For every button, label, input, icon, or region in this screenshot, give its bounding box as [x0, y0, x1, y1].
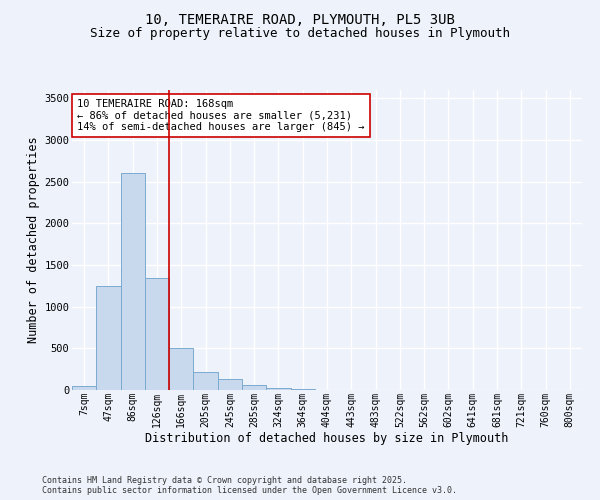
Bar: [121, 174, 145, 390]
Bar: [266, 388, 290, 390]
Bar: [96, 286, 121, 390]
Text: 10, TEMERAIRE ROAD, PLYMOUTH, PL5 3UB: 10, TEMERAIRE ROAD, PLYMOUTH, PL5 3UB: [145, 12, 455, 26]
Bar: [218, 379, 242, 390]
Bar: [72, 386, 96, 390]
Bar: [145, 278, 169, 390]
Bar: [169, 348, 193, 390]
Text: Size of property relative to detached houses in Plymouth: Size of property relative to detached ho…: [90, 28, 510, 40]
Text: 10 TEMERAIRE ROAD: 168sqm
← 86% of detached houses are smaller (5,231)
14% of se: 10 TEMERAIRE ROAD: 168sqm ← 86% of detac…: [77, 99, 365, 132]
X-axis label: Distribution of detached houses by size in Plymouth: Distribution of detached houses by size …: [145, 432, 509, 445]
Bar: [193, 372, 218, 390]
Bar: [290, 389, 315, 390]
Y-axis label: Number of detached properties: Number of detached properties: [27, 136, 40, 344]
Text: Contains HM Land Registry data © Crown copyright and database right 2025.
Contai: Contains HM Land Registry data © Crown c…: [42, 476, 457, 495]
Bar: [242, 386, 266, 390]
